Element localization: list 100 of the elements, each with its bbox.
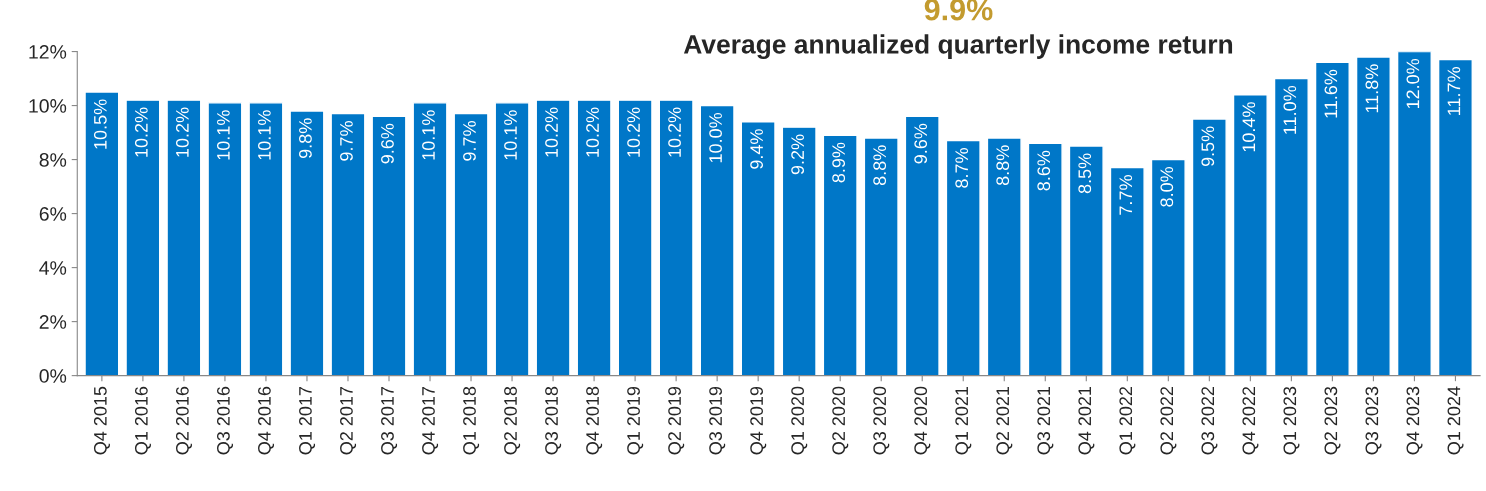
- data-label: 11.0%: [1283, 85, 1297, 134]
- bar: [371, 115, 407, 376]
- bar: [125, 99, 161, 376]
- x-tick-label: Q3 2021: [1037, 386, 1054, 455]
- chart-title: Average annualized quarterly income return: [683, 34, 1233, 59]
- bar: [1191, 118, 1227, 376]
- y-tick-label: 6%: [39, 207, 67, 221]
- data-label: 9.5%: [1201, 126, 1215, 167]
- bar: [412, 102, 448, 376]
- bar: [330, 112, 366, 376]
- x-tick-label: Q1 2018: [463, 386, 480, 455]
- data-label: 9.6%: [914, 123, 928, 164]
- x-tick-label: Q4 2015: [93, 386, 110, 455]
- x-tick-label: Q3 2017: [381, 386, 398, 455]
- x-tick-label: Q1 2024: [1447, 386, 1464, 455]
- x-tick-label: Q1 2021: [955, 386, 972, 455]
- x-tick-label: Q1 2022: [1119, 386, 1136, 455]
- bar: [576, 99, 612, 376]
- data-label: 10.2%: [668, 107, 681, 157]
- data-label: 8.9%: [832, 142, 846, 183]
- x-tick-label: Q2 2022: [1160, 386, 1177, 455]
- x-tick-label: Q3 2019: [709, 386, 726, 455]
- x-tick-label: Q2 2018: [504, 386, 521, 455]
- x-tick-label: Q3 2016: [216, 386, 234, 455]
- bar: [1150, 158, 1186, 376]
- x-tick-label: Q2 2023: [1324, 386, 1341, 455]
- x-tick-label: Q4 2017: [422, 386, 439, 455]
- data-label: 8.0%: [1160, 166, 1174, 207]
- bar: [1027, 142, 1063, 376]
- data-label: 8.8%: [873, 145, 887, 186]
- data-label: 11.8%: [1365, 64, 1379, 113]
- x-tick-label: Q4 2022: [1242, 386, 1259, 455]
- data-label: 10.4%: [1242, 102, 1256, 152]
- x-tick-label: Q2 2019: [668, 386, 685, 455]
- y-tick-label: 12%: [29, 45, 67, 59]
- data-label: 11.7%: [1447, 67, 1461, 115]
- x-tick-label: Q4 2023: [1406, 386, 1423, 455]
- bar: [822, 134, 858, 376]
- data-label: 10.2%: [134, 107, 148, 157]
- data-label: 10.0%: [709, 112, 722, 163]
- data-label: 8.8%: [996, 145, 1010, 186]
- bar: [699, 104, 735, 376]
- bar: [248, 102, 284, 376]
- bar: [1068, 145, 1104, 376]
- data-label: 9.4%: [750, 129, 763, 169]
- bar: [494, 102, 530, 376]
- bar: [904, 115, 940, 376]
- bar: [1109, 166, 1145, 376]
- bar: [1314, 61, 1350, 376]
- bar: [207, 102, 243, 376]
- y-tick-label: 10%: [29, 99, 67, 113]
- data-label: 10.2%: [627, 107, 640, 157]
- data-label: 9.8%: [299, 118, 312, 159]
- y-tick-label: 2%: [39, 315, 67, 329]
- data-label: 9.6%: [381, 123, 394, 164]
- bar: [617, 99, 653, 376]
- data-label: 10.1%: [422, 110, 435, 160]
- bar: [1273, 77, 1309, 376]
- bar: [658, 99, 694, 376]
- bar: [1437, 58, 1473, 376]
- data-label: 10.2%: [586, 107, 599, 157]
- x-tick-label: Q1 2016: [134, 386, 151, 455]
- data-label: 10.2%: [545, 107, 558, 157]
- y-tick-label: 0%: [39, 369, 67, 383]
- data-label: 9.7%: [340, 121, 353, 161]
- y-tick-label: 8%: [39, 153, 67, 167]
- data-label: 12.0%: [1406, 58, 1420, 109]
- y-tick-label: 4%: [39, 261, 67, 275]
- x-tick-label: Q3 2018: [545, 386, 562, 455]
- x-tick-label: Q4 2021: [1078, 386, 1095, 455]
- bar: [986, 137, 1022, 376]
- bar: [945, 139, 981, 376]
- x-tick-label: Q2 2016: [175, 386, 192, 455]
- x-tick-label: Q3 2020: [873, 386, 890, 455]
- data-label: 9.7%: [463, 121, 476, 161]
- data-label: 7.7%: [1119, 175, 1133, 215]
- data-label: 10.1%: [258, 110, 271, 160]
- data-label: 10.1%: [504, 110, 517, 160]
- x-tick-label: Q1 2023: [1283, 386, 1300, 455]
- data-label: 10.2%: [175, 107, 189, 157]
- bar: [781, 126, 817, 376]
- x-tick-label: Q1 2017: [299, 386, 316, 455]
- bar: [535, 99, 571, 376]
- bar: [1232, 94, 1268, 376]
- x-tick-label: Q2 2020: [832, 386, 849, 455]
- x-tick-label: Q1 2019: [627, 386, 644, 455]
- data-label: 8.5%: [1078, 153, 1092, 194]
- data-label: 10.5%: [93, 99, 107, 149]
- bar: [740, 121, 776, 376]
- x-tick-label: Q3 2023: [1365, 386, 1382, 455]
- data-label: 8.6%: [1037, 150, 1051, 191]
- x-tick-label: Q1 2020: [791, 386, 808, 455]
- data-label: 9.2%: [791, 134, 805, 175]
- bar: [863, 137, 899, 376]
- x-tick-label: Q2 2017: [340, 386, 357, 455]
- bar: [1396, 51, 1432, 376]
- x-tick-label: Q4 2020: [914, 386, 931, 455]
- data-label: 8.7%: [955, 148, 969, 188]
- bar: [289, 110, 325, 376]
- x-tick-label: Q4 2019: [750, 386, 767, 455]
